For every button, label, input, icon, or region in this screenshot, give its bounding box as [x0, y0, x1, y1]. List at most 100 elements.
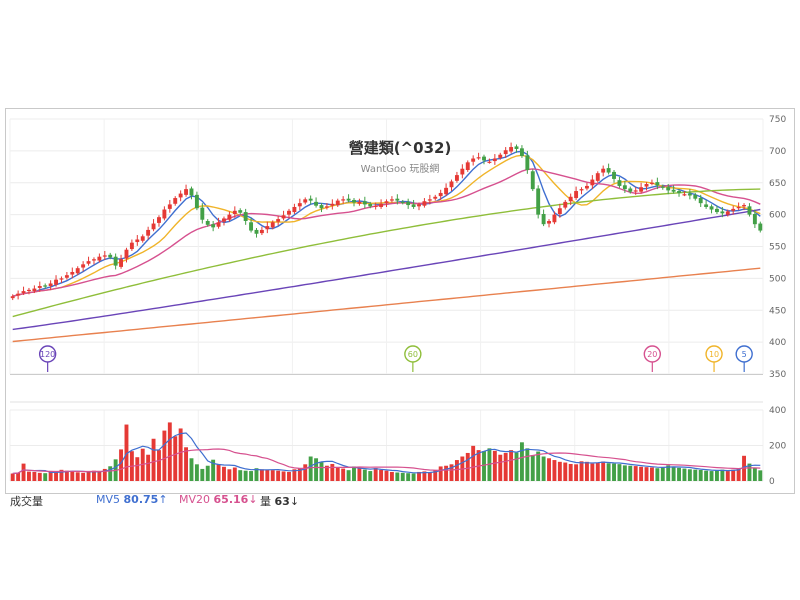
volume-bar [108, 466, 113, 481]
volume-bar [514, 452, 519, 481]
volume-bar [530, 455, 535, 481]
volume-bar [324, 465, 329, 481]
volume-bar [552, 460, 557, 481]
chart-subtitle: WantGoo 玩股網 [361, 162, 440, 175]
volume-bar [660, 467, 665, 481]
volume-mv20-line [12, 448, 761, 475]
candle-body [758, 223, 763, 231]
price-tick-label: 350 [769, 370, 786, 380]
candle-body [612, 171, 616, 179]
ma5-marker-label: 5 [742, 350, 747, 359]
volume-bar [346, 470, 351, 481]
volume-bar [368, 471, 373, 481]
volume-bar [655, 468, 660, 481]
volume-bar [227, 469, 232, 481]
volume-bar [238, 470, 243, 481]
volume-bar [509, 450, 514, 481]
candle-body [487, 161, 492, 163]
ma-period-markers: 5 10 20 60 120 [38, 345, 753, 372]
price-tick-label: 650 [769, 179, 786, 189]
candle-body [465, 162, 470, 170]
legend-mv5: MV5 80.75↑ [96, 493, 168, 506]
volume-bar [677, 467, 681, 481]
candle-body [75, 268, 80, 274]
chart-frame: 350 400 450 500 550 600 650 700 750 5 10 20 60 120 營… [5, 108, 795, 508]
volume-bar [308, 456, 313, 481]
candle-body [471, 158, 476, 162]
candle-body [194, 194, 199, 209]
candle-body [124, 249, 129, 259]
candle-body [752, 213, 757, 225]
volume-bar [270, 470, 275, 481]
volume-bar [335, 467, 340, 481]
volume-bar [265, 469, 270, 481]
volume-bar [124, 424, 129, 481]
ma5-marker [735, 345, 753, 363]
volume-bar [389, 471, 394, 481]
candle-body [655, 182, 660, 186]
volume-bar [666, 465, 671, 481]
volume-bar [731, 469, 736, 481]
candle-body [59, 278, 64, 280]
candle-body [324, 206, 329, 208]
volume-average-lines [12, 432, 761, 475]
candle-body [379, 203, 384, 207]
candle-body [649, 182, 654, 184]
volume-bar [454, 460, 459, 481]
candle-body [151, 223, 156, 230]
candle-body [352, 199, 356, 203]
volume-bar [563, 462, 568, 481]
volume-bar [752, 468, 757, 481]
candle-body [265, 226, 270, 230]
volume-tick-label: 0 [769, 477, 775, 487]
candle-body [747, 206, 752, 215]
volume-bar [720, 469, 725, 481]
ma20-marker [643, 345, 662, 363]
candle-body [27, 289, 31, 292]
candle-body [498, 154, 503, 158]
candle-body [720, 211, 725, 214]
volume-bar [92, 470, 96, 481]
ma120-line [12, 208, 761, 331]
candle-body [281, 215, 286, 219]
candle-body [742, 205, 746, 207]
volume-bar [70, 471, 75, 481]
volume-bar [173, 436, 178, 481]
candle-body [693, 194, 698, 199]
volume-bar [330, 463, 335, 481]
candle-body [666, 187, 671, 191]
legend-volume-label: 量 [260, 495, 271, 508]
volume-bar [86, 471, 91, 481]
price-tick-label: 700 [769, 147, 786, 157]
candle-body [454, 175, 459, 181]
candle-body [595, 173, 600, 181]
candle-body [389, 199, 394, 201]
volume-bar [671, 466, 676, 481]
volume-bar [43, 473, 48, 481]
candle-body [270, 222, 275, 228]
volume-bar [465, 452, 470, 481]
candle-body [633, 190, 638, 192]
volume-bar [433, 470, 438, 481]
volume-bar [422, 471, 427, 481]
candle-body [200, 207, 205, 220]
volume-bar [232, 467, 237, 481]
volume-bar [189, 458, 194, 481]
candle-body [173, 198, 178, 204]
volume-bar [97, 471, 102, 481]
legend-volume: 量 63↓ [260, 493, 299, 509]
volume-bar [633, 466, 638, 481]
volume-bar [687, 469, 692, 481]
candle-body [102, 255, 107, 257]
volume-bar [725, 471, 730, 481]
candle-body [189, 188, 194, 196]
candle-body [113, 256, 118, 266]
volume-bar [362, 469, 367, 481]
candle-body [671, 189, 676, 192]
candle-body [482, 156, 486, 161]
candle-body [232, 210, 237, 214]
volume-bar [557, 461, 562, 481]
candle-body [438, 192, 443, 197]
volume-bar [222, 466, 226, 481]
volume-bar [27, 471, 31, 481]
